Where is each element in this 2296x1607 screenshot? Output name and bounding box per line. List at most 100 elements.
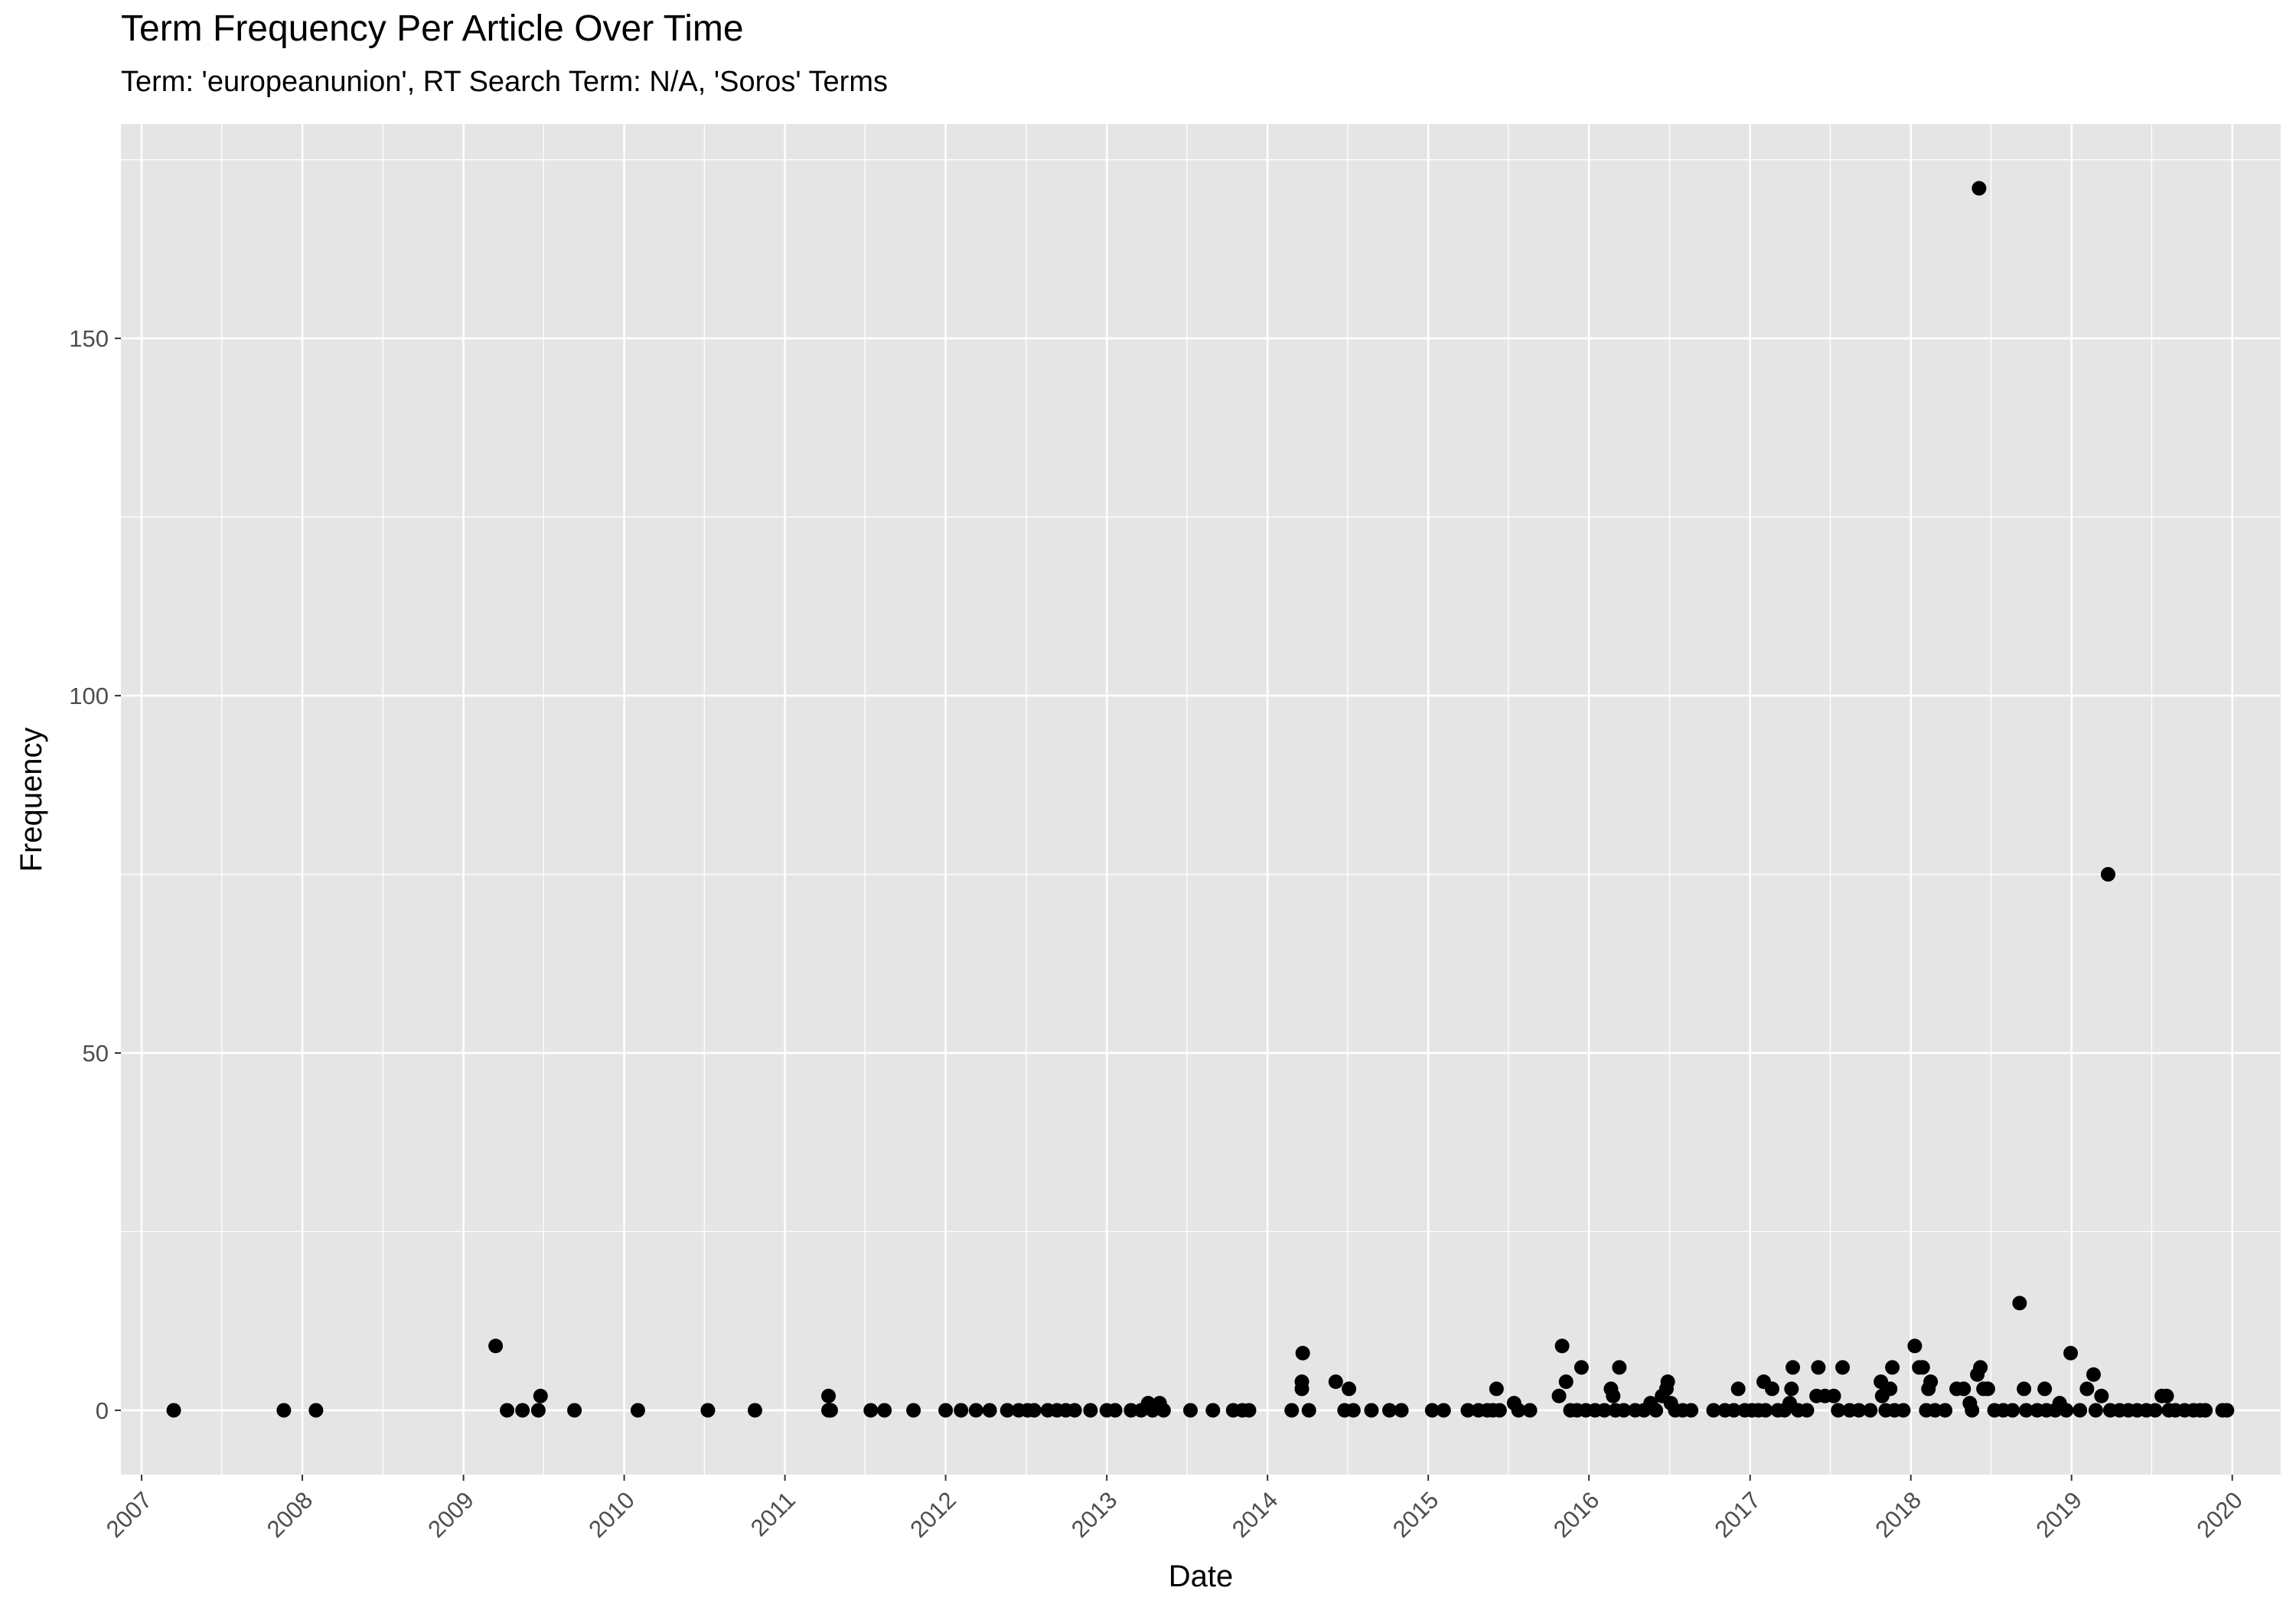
data-point [1923, 1374, 1939, 1390]
data-point [1301, 1403, 1316, 1418]
data-point [1000, 1403, 1015, 1418]
x-axis-tick-labels: 2007 2008 2009 2010 2011 2012 2013 2014 2015 2016… [101, 1487, 2248, 1543]
data-point [1758, 1403, 1773, 1418]
data-point [515, 1403, 530, 1418]
data-point [2037, 1381, 2053, 1397]
data-point [1885, 1360, 1900, 1375]
data-point [1294, 1374, 1309, 1390]
data-point [2159, 1388, 2174, 1403]
data-point [1927, 1403, 1942, 1418]
data-point [1786, 1360, 1801, 1375]
data-point [2073, 1403, 2088, 1418]
x-tick-label: 2019 [2030, 1487, 2087, 1543]
data-point [1980, 1381, 1995, 1397]
data-point [1026, 1403, 1042, 1418]
data-point [1896, 1403, 1911, 1418]
data-point [700, 1403, 716, 1418]
data-point [1706, 1403, 1721, 1418]
data-point [1574, 1360, 1589, 1375]
x-tick-label: 2015 [1388, 1487, 1444, 1543]
data-point [2198, 1403, 2213, 1418]
x-axis-title: Date [1169, 1560, 1234, 1593]
data-points [166, 181, 2235, 1418]
data-point [308, 1403, 324, 1418]
data-point [1730, 1381, 1746, 1397]
data-point [1596, 1403, 1612, 1418]
chart-title: Term Frequency Per Article Over Time [121, 8, 744, 49]
data-point [1907, 1338, 1923, 1354]
data-point [1342, 1381, 1357, 1397]
data-point [1394, 1403, 1409, 1418]
data-point [2059, 1403, 2074, 1418]
data-point [1616, 1403, 1632, 1418]
data-point [1684, 1403, 1699, 1418]
data-point [2088, 1403, 2103, 1418]
x-tick-label: 2012 [905, 1487, 961, 1543]
data-point [2219, 1403, 2235, 1418]
x-tick-label: 2017 [1710, 1487, 1766, 1543]
x-tick-label: 2013 [1066, 1487, 1123, 1543]
data-point [1460, 1403, 1476, 1418]
data-point [2148, 1403, 2163, 1418]
data-point [1971, 181, 1987, 196]
data-point [1883, 1381, 1898, 1397]
data-point [2094, 1388, 2109, 1403]
data-point [1182, 1403, 1198, 1418]
data-point [877, 1403, 892, 1418]
data-point [1067, 1403, 1082, 1418]
data-point [747, 1403, 762, 1418]
minor-gridlines [121, 124, 2281, 1475]
data-point [1956, 1381, 1971, 1397]
y-tick-label: 150 [69, 325, 109, 352]
data-point [1826, 1388, 1841, 1403]
data-point [1799, 1403, 1815, 1418]
data-point [1612, 1360, 1627, 1375]
x-tick-label: 2014 [1227, 1487, 1283, 1543]
data-point [1915, 1360, 1930, 1375]
data-point [1295, 1345, 1310, 1361]
data-point [938, 1403, 954, 1418]
data-point [906, 1403, 921, 1418]
data-point [1764, 1381, 1779, 1397]
data-point [1284, 1403, 1300, 1418]
data-point [954, 1403, 969, 1418]
major-gridlines [121, 124, 2281, 1475]
data-point [863, 1403, 879, 1418]
x-tick-label: 2010 [583, 1487, 640, 1543]
data-point [1489, 1381, 1504, 1397]
data-point [1973, 1360, 1988, 1375]
data-point [1364, 1403, 1379, 1418]
x-tick-label: 2018 [1870, 1487, 1926, 1543]
data-point [1382, 1403, 1397, 1418]
chart-subtitle: Term: 'europeanunion', RT Search Term: N… [121, 66, 888, 98]
data-point [1424, 1403, 1440, 1418]
data-point [567, 1403, 582, 1418]
data-point [1551, 1388, 1567, 1403]
y-axis-tick-labels: 0 50 100 150 [69, 325, 109, 1424]
data-point [1863, 1403, 1878, 1418]
data-point [1156, 1403, 1171, 1418]
data-point [530, 1403, 546, 1418]
data-point [2086, 1367, 2101, 1382]
data-point [1436, 1403, 1451, 1418]
data-point [2012, 1296, 2027, 1311]
y-axis-title: Frequency [15, 728, 48, 872]
axis-ticks [115, 337, 2233, 1481]
data-point [630, 1403, 645, 1418]
data-point [1726, 1403, 1741, 1418]
data-point [488, 1338, 504, 1354]
x-tick-label: 2011 [745, 1487, 801, 1542]
data-point [982, 1403, 997, 1418]
data-point [2005, 1403, 2020, 1418]
data-point [1938, 1403, 1953, 1418]
data-point [823, 1403, 838, 1418]
data-point [1205, 1403, 1221, 1418]
x-tick-label: 2016 [1548, 1487, 1605, 1543]
y-tick-label: 100 [69, 683, 109, 709]
data-point [1649, 1403, 1664, 1418]
data-point [1124, 1403, 1139, 1418]
x-tick-label: 2007 [101, 1487, 158, 1543]
data-point [821, 1388, 837, 1403]
data-point [1558, 1374, 1574, 1390]
